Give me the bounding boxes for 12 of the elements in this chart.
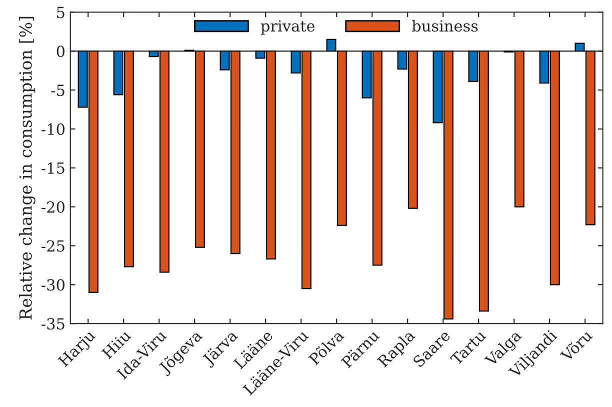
y-tick-label: -25 [42, 240, 64, 252]
y-tick-label: -30 [42, 279, 65, 291]
legend-label: business [412, 20, 478, 32]
legend-label: private [260, 20, 315, 35]
y-tick-label: -35 [42, 318, 64, 330]
y-tick-label: -20 [42, 201, 65, 213]
y-tick-label: -10 [42, 123, 65, 135]
y-axis-title: Relative change in consumption [%] [18, 16, 36, 320]
y-tick-label: 0 [56, 46, 65, 58]
y-tick-label: 5 [57, 6, 64, 18]
y-tick-label: -5 [51, 84, 64, 96]
y-tick-label: -15 [42, 162, 64, 174]
